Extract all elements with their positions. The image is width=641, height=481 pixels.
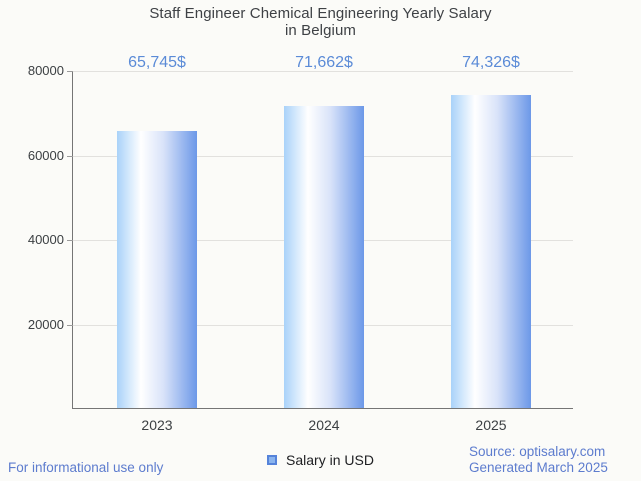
legend-label: Salary in USD [286,452,374,468]
chart-title-line2: in Belgium [284,21,357,39]
y-axis-label: 60000 [27,148,64,163]
y-axis-label: 40000 [27,232,64,247]
generated-line: Generated March 2025 [469,459,608,475]
x-axis-label: 2025 [475,417,507,433]
chart-title: Staff Engineer Chemical Engineering Year… [0,5,641,39]
plot-area: 20000 40000 60000 80000 65,745$ 2023 71,662$ 20… [28,55,573,432]
bar-value-label: 65,745$ [128,54,186,71]
bar-2025[interactable] [451,94,531,408]
y-axis-tick [67,325,73,326]
bar-2023[interactable] [117,131,197,408]
legend-swatch-icon [267,455,278,465]
y-axis-tick [67,156,73,157]
legend[interactable]: Salary in USD [0,452,641,468]
source-credit: Source: optisalary.com Generated March 2… [469,444,608,475]
y-axis-tick [67,71,73,72]
y-axis-label: 20000 [27,317,64,332]
x-axis-label: 2024 [308,417,340,433]
x-axis-label: 2023 [141,417,173,433]
source-line: Source: optisalary.com [469,444,606,459]
bar-2024[interactable] [284,106,364,408]
chart-title-line1: Staff Engineer Chemical Engineering Year… [149,5,492,22]
gridline [73,71,573,72]
bar-value-label: 74,326$ [462,54,520,71]
y-axis-tick [67,240,73,241]
y-axis-label: 80000 [27,63,64,78]
bar-value-label: 71,662$ [295,54,353,71]
disclaimer-text: For informational use only [8,460,164,475]
